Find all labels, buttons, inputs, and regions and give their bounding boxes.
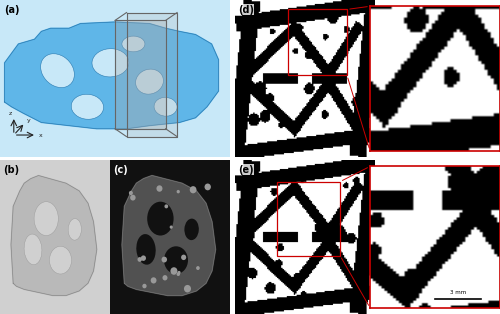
Ellipse shape (176, 272, 180, 276)
Polygon shape (115, 20, 166, 129)
Ellipse shape (40, 54, 74, 88)
Text: (c): (c) (114, 165, 128, 175)
Ellipse shape (92, 49, 129, 77)
Ellipse shape (68, 219, 82, 240)
Ellipse shape (71, 94, 104, 119)
Ellipse shape (156, 185, 162, 192)
Ellipse shape (122, 36, 145, 52)
Ellipse shape (164, 204, 168, 208)
Bar (277, 182, 340, 256)
Ellipse shape (196, 266, 200, 270)
Ellipse shape (181, 255, 186, 260)
Bar (288, 9, 347, 75)
Ellipse shape (170, 225, 172, 229)
Ellipse shape (136, 234, 156, 265)
Ellipse shape (150, 277, 156, 284)
Ellipse shape (164, 246, 188, 274)
Ellipse shape (190, 186, 196, 193)
Text: z: z (9, 111, 13, 116)
Text: (e): (e) (238, 165, 254, 175)
Ellipse shape (170, 267, 177, 275)
Ellipse shape (24, 234, 42, 265)
Ellipse shape (184, 285, 191, 292)
Ellipse shape (154, 97, 177, 116)
Polygon shape (11, 176, 97, 295)
Ellipse shape (34, 202, 58, 236)
Ellipse shape (138, 257, 142, 262)
Ellipse shape (176, 190, 180, 193)
Ellipse shape (130, 195, 136, 201)
Ellipse shape (178, 271, 180, 274)
Ellipse shape (162, 257, 167, 263)
Text: (d): (d) (238, 5, 254, 15)
Polygon shape (122, 176, 216, 295)
Polygon shape (4, 22, 218, 129)
Ellipse shape (50, 246, 72, 274)
Ellipse shape (142, 284, 146, 288)
Text: x: x (39, 133, 43, 138)
Ellipse shape (204, 183, 211, 190)
Polygon shape (126, 13, 177, 137)
Text: 3 mm: 3 mm (450, 132, 466, 137)
Text: (b): (b) (4, 165, 20, 175)
Ellipse shape (147, 202, 174, 236)
Ellipse shape (184, 219, 199, 240)
Text: 3 mm: 3 mm (450, 290, 466, 295)
Ellipse shape (162, 275, 168, 280)
Ellipse shape (136, 69, 164, 94)
Ellipse shape (129, 191, 133, 195)
Text: y: y (26, 118, 30, 123)
Ellipse shape (141, 255, 146, 261)
Text: (a): (a) (4, 5, 20, 15)
